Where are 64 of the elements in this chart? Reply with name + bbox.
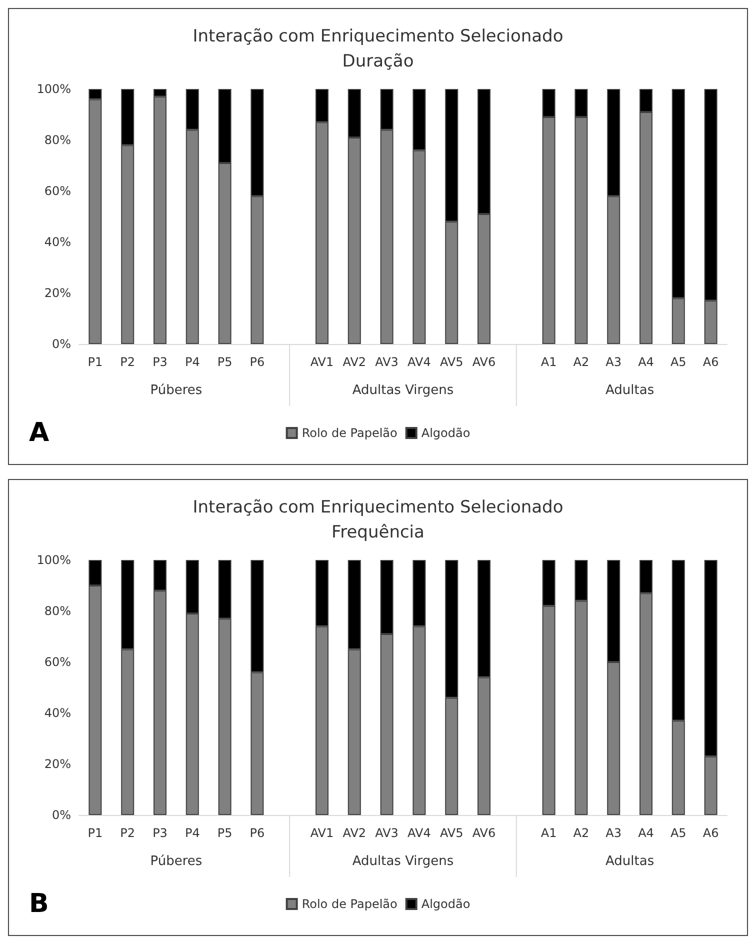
x-tick-label: AV2 — [342, 826, 366, 840]
x-tick-label: AV4 — [408, 826, 431, 840]
chart-title: Interação com Enriquecimento Selecionado — [192, 498, 564, 518]
legend-label: Rolo de Papelão — [302, 897, 398, 911]
x-tick-label: P2 — [120, 355, 136, 369]
y-tick-label: 80% — [44, 604, 71, 618]
x-tick-label: A1 — [540, 355, 557, 369]
text: Adultas Virgens — [352, 854, 454, 869]
x-tick-label: AV1 — [310, 826, 334, 840]
y-tick-label: 40% — [44, 706, 71, 720]
x-tick-label: P3 — [152, 826, 168, 840]
y-tick-label: 20% — [44, 286, 71, 300]
chart-title: Interação com Enriquecimento Selecionado — [192, 26, 564, 46]
x-tick-label: A2 — [573, 826, 590, 840]
y-tick-label: 100% — [36, 82, 71, 96]
x-tick-label: AV6 — [472, 355, 496, 369]
x-tick-label: P2 — [120, 826, 136, 840]
x-tick-label: AV5 — [440, 826, 464, 840]
x-tick-label: P5 — [217, 826, 232, 840]
x-tick-label: A6 — [702, 826, 719, 840]
x-tick-label: A5 — [670, 355, 686, 369]
x-tick-label: A3 — [606, 826, 622, 840]
text: Púberes — [150, 854, 202, 869]
y-tick-label: 60% — [44, 184, 71, 198]
text: Adultas — [605, 854, 654, 869]
legend-label: Algodão — [421, 426, 470, 440]
x-tick-label: A6 — [702, 355, 719, 369]
y-tick-label: 20% — [44, 757, 71, 771]
x-tick-label: P4 — [184, 355, 200, 369]
y-tick-label: 0% — [52, 808, 71, 822]
x-tick-label: A4 — [638, 826, 654, 840]
legend-label: Algodão — [421, 897, 470, 911]
x-tick-label: P6 — [250, 826, 265, 840]
x-tick-label: AV1 — [310, 355, 334, 369]
x-tick-label: P5 — [217, 355, 232, 369]
x-tick-label: AV5 — [440, 355, 464, 369]
text: A — [29, 418, 50, 448]
x-tick-label: A3 — [606, 355, 622, 369]
x-tick-label: A4 — [638, 355, 654, 369]
x-tick-label: P1 — [88, 826, 103, 840]
text: Adultas Virgens — [352, 383, 454, 398]
chart-subtitle: Frequência — [332, 522, 424, 542]
y-tick-label: 40% — [44, 235, 71, 249]
x-tick-label: A5 — [670, 826, 686, 840]
x-tick-label: P4 — [184, 826, 200, 840]
x-tick-label: AV4 — [408, 355, 431, 369]
x-tick-label: AV2 — [342, 355, 366, 369]
x-tick-label: A2 — [573, 355, 590, 369]
x-tick-label: P6 — [250, 355, 265, 369]
text: B — [29, 889, 49, 919]
x-tick-label: P1 — [88, 355, 103, 369]
x-tick-label: AV3 — [375, 355, 398, 369]
x-tick-label: AV6 — [472, 826, 496, 840]
y-tick-label: 60% — [44, 655, 71, 669]
text: Púberes — [150, 383, 202, 398]
y-tick-label: 0% — [52, 337, 71, 351]
x-tick-label: AV3 — [375, 826, 398, 840]
chart-subtitle: Duração — [342, 52, 414, 72]
x-tick-label: A1 — [540, 826, 557, 840]
x-tick-label: P3 — [152, 355, 168, 369]
legend-label: Rolo de Papelão — [302, 426, 398, 440]
text: Adultas — [605, 383, 654, 398]
y-tick-label: 80% — [44, 133, 71, 147]
y-tick-label: 100% — [36, 553, 71, 567]
